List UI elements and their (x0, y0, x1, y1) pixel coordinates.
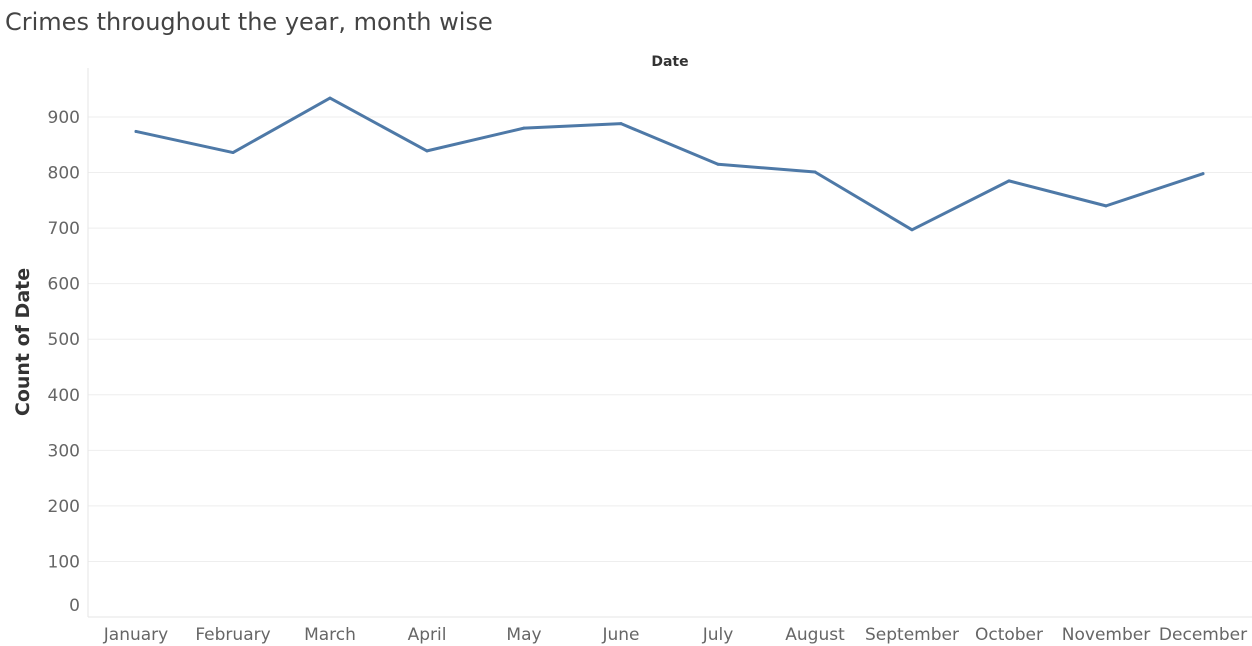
y-tick-label: 700 (48, 219, 80, 239)
x-tick-label: November (1062, 625, 1150, 645)
x-tick-label: July (702, 625, 734, 645)
x-tick-label: March (304, 625, 356, 645)
x-tick-label: April (408, 625, 447, 645)
x-tick-label: February (195, 625, 270, 645)
series-line (134, 96, 1205, 232)
data-point[interactable] (1201, 172, 1205, 176)
x-tick-label: June (601, 625, 639, 645)
data-point[interactable] (813, 170, 817, 174)
x-tick-label: September (865, 625, 959, 645)
y-tick-label: 100 (48, 552, 80, 572)
x-tick-label: May (506, 625, 541, 645)
data-point[interactable] (134, 129, 138, 133)
y-tick-label: 500 (48, 330, 80, 350)
data-point[interactable] (716, 162, 720, 166)
chart-title: Crimes throughout the year, month wise (5, 8, 493, 36)
x-tick-label: August (785, 625, 845, 645)
data-point[interactable] (425, 149, 429, 153)
x-tick-label: January (103, 625, 168, 645)
gridlines (88, 116, 1252, 562)
x-axis-title: Date (651, 54, 688, 70)
data-point[interactable] (328, 96, 332, 100)
series-layer (134, 96, 1205, 232)
data-point[interactable] (231, 151, 235, 155)
y-tick-label: 900 (48, 108, 80, 128)
y-tick-label: 200 (48, 497, 80, 517)
data-point[interactable] (619, 122, 623, 126)
data-point[interactable] (910, 228, 914, 232)
data-point[interactable] (1007, 179, 1011, 183)
x-axis-ticks: January February March April May June July Augu… (103, 625, 1247, 645)
x-tick-label: October (975, 625, 1043, 645)
y-tick-label: 0 (69, 596, 80, 616)
y-tick-label: 600 (48, 275, 80, 295)
data-point[interactable] (1104, 204, 1108, 208)
data-point[interactable] (522, 126, 526, 130)
y-axis-title: Count of Date (12, 268, 34, 416)
y-tick-label: 800 (48, 164, 80, 184)
y-tick-label: 400 (48, 386, 80, 406)
y-tick-label: 300 (48, 441, 80, 461)
x-tick-label: December (1159, 625, 1247, 645)
y-axis-ticks: 0 100 200 300 400 500 600 700 800 900 (48, 108, 80, 616)
